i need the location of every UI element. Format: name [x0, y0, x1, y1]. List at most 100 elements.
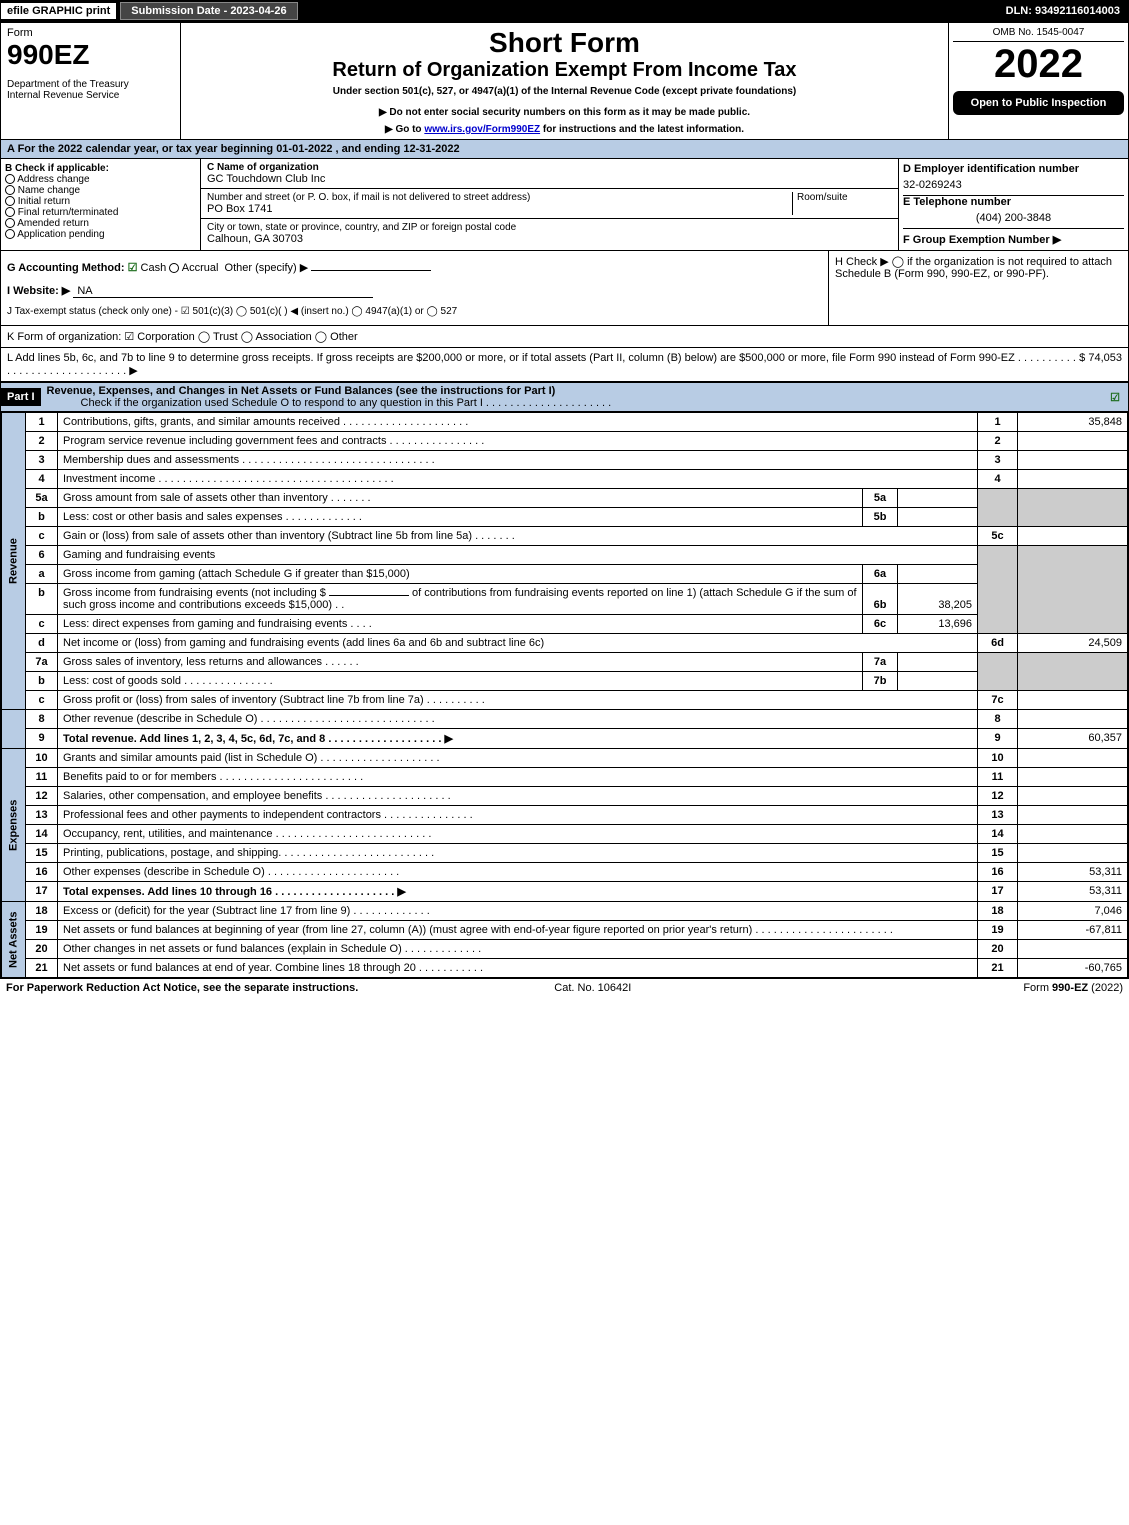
line-5a-no: 5a — [26, 489, 58, 508]
line-5c-desc: Gain or (loss) from sale of assets other… — [58, 527, 978, 546]
section-b: B Check if applicable: Address change Na… — [1, 159, 201, 250]
dln-label: DLN: 93492116014003 — [998, 3, 1128, 19]
line-19-num: 19 — [978, 921, 1018, 940]
final-return-checkbox[interactable] — [5, 207, 15, 217]
line-5c-val — [1018, 527, 1128, 546]
line-6-no: 6 — [26, 546, 58, 565]
tax-year: 2022 — [953, 42, 1124, 87]
footer: For Paperwork Reduction Act Notice, see … — [0, 979, 1129, 997]
line-15-num: 15 — [978, 844, 1018, 863]
line-17-val: 53,311 — [1018, 882, 1128, 902]
form-number: 990EZ — [7, 39, 174, 71]
line-4-no: 4 — [26, 470, 58, 489]
line-17-desc: Total expenses. Add lines 10 through 16 … — [58, 882, 978, 902]
netassets-sidelabel: Net Assets — [2, 902, 26, 978]
irs-link[interactable]: www.irs.gov/Form990EZ — [424, 124, 540, 135]
line-6-desc: Gaming and fundraising events — [58, 546, 978, 565]
line-11-num: 11 — [978, 768, 1018, 787]
line-8-val — [1018, 710, 1128, 729]
line-19-desc: Net assets or fund balances at beginning… — [58, 921, 978, 940]
line-1-desc: Contributions, gifts, grants, and simila… — [58, 413, 978, 432]
line-6a-il: 6a — [863, 565, 898, 584]
line-18-val: 7,046 — [1018, 902, 1128, 921]
line-10-num: 10 — [978, 749, 1018, 768]
line-5a-il: 5a — [863, 489, 898, 508]
opt-addr: Address change — [17, 174, 89, 185]
title: Short Form — [185, 27, 944, 59]
line-6a-no: a — [26, 565, 58, 584]
line-8-no: 8 — [26, 710, 58, 729]
line-14-val — [1018, 825, 1128, 844]
part1-check: Check if the organization used Schedule … — [41, 397, 612, 409]
line-10-desc: Grants and similar amounts paid (list in… — [58, 749, 978, 768]
line-6a-desc: Gross income from gaming (attach Schedul… — [58, 565, 863, 584]
form-container: Form 990EZ Department of the Treasury In… — [0, 22, 1129, 979]
amended-return-checkbox[interactable] — [5, 218, 15, 228]
name-change-checkbox[interactable] — [5, 185, 15, 195]
i-label: I Website: ▶ — [7, 285, 70, 297]
shaded-6v — [1018, 546, 1128, 634]
footer-right: Form 990-EZ (2022) — [1023, 982, 1123, 994]
line-16-desc: Other expenses (describe in Schedule O) … — [58, 863, 978, 882]
part1-checkmark-icon: ☑ — [1110, 391, 1128, 404]
line-17-num: 17 — [978, 882, 1018, 902]
shaded-7 — [978, 653, 1018, 691]
line-2-num: 2 — [978, 432, 1018, 451]
line-16-num: 16 — [978, 863, 1018, 882]
line-19-val: -67,811 — [1018, 921, 1128, 940]
section-a: A For the 2022 calendar year, or tax yea… — [1, 140, 1128, 159]
city-value: Calhoun, GA 30703 — [207, 233, 892, 245]
line-12-no: 12 — [26, 787, 58, 806]
line-6d-no: d — [26, 634, 58, 653]
line-6d-val: 24,509 — [1018, 634, 1128, 653]
form-word: Form — [7, 27, 174, 39]
line-11-no: 11 — [26, 768, 58, 787]
line-20-no: 20 — [26, 940, 58, 959]
ein-label: D Employer identification number — [903, 163, 1124, 175]
line-3-num: 3 — [978, 451, 1018, 470]
opt-name: Name change — [18, 185, 80, 196]
revenue-sidelabel: Revenue — [2, 413, 26, 710]
line-21-no: 21 — [26, 959, 58, 978]
line-20-num: 20 — [978, 940, 1018, 959]
line-12-desc: Salaries, other compensation, and employ… — [58, 787, 978, 806]
line-9-no: 9 — [26, 729, 58, 749]
line-7c-no: c — [26, 691, 58, 710]
initial-return-checkbox[interactable] — [5, 196, 15, 206]
line-19-no: 19 — [26, 921, 58, 940]
l-text: L Add lines 5b, 6c, and 7b to line 9 to … — [7, 352, 1079, 377]
line-4-desc: Investment income . . . . . . . . . . . … — [58, 470, 978, 489]
city-label: City or town, state or province, country… — [207, 222, 892, 233]
tel-label: E Telephone number — [903, 196, 1124, 208]
k-line: K Form of organization: ☑ Corporation ◯ … — [1, 326, 1128, 348]
line-3-val — [1018, 451, 1128, 470]
addr-change-checkbox[interactable] — [5, 174, 15, 184]
line-6c-il: 6c — [863, 615, 898, 634]
application-pending-checkbox[interactable] — [5, 229, 15, 239]
line-20-val — [1018, 940, 1128, 959]
line-6c-desc: Less: direct expenses from gaming and fu… — [58, 615, 863, 634]
submission-date-button[interactable]: Submission Date - 2023-04-26 — [120, 2, 297, 20]
shaded-6 — [978, 546, 1018, 634]
line-10-no: 10 — [26, 749, 58, 768]
line-9-desc: Total revenue. Add lines 1, 2, 3, 4, 5c,… — [58, 729, 978, 749]
top-bar: efile GRAPHIC print Submission Date - 20… — [0, 0, 1129, 22]
part1-desc: Revenue, Expenses, and Changes in Net As… — [41, 385, 556, 397]
lines-table: Revenue 1 Contributions, gifts, grants, … — [1, 412, 1128, 978]
line-13-val — [1018, 806, 1128, 825]
part1-badge: Part I — [1, 388, 41, 406]
line-7b-iv — [898, 672, 978, 691]
line-2-val — [1018, 432, 1128, 451]
opt-initial: Initial return — [18, 196, 70, 207]
line-7c-desc: Gross profit or (loss) from sales of inv… — [58, 691, 978, 710]
line-13-desc: Professional fees and other payments to … — [58, 806, 978, 825]
line-6b-desc: Gross income from fundraising events (no… — [58, 584, 863, 615]
line-17-no: 17 — [26, 882, 58, 902]
line-18-num: 18 — [978, 902, 1018, 921]
accrual-checkbox[interactable] — [169, 263, 179, 273]
j-line: J Tax-exempt status (check only one) - ☑… — [7, 302, 822, 321]
efile-label[interactable]: efile GRAPHIC print — [1, 3, 116, 19]
line-4-num: 4 — [978, 470, 1018, 489]
line-13-num: 13 — [978, 806, 1018, 825]
line-14-no: 14 — [26, 825, 58, 844]
